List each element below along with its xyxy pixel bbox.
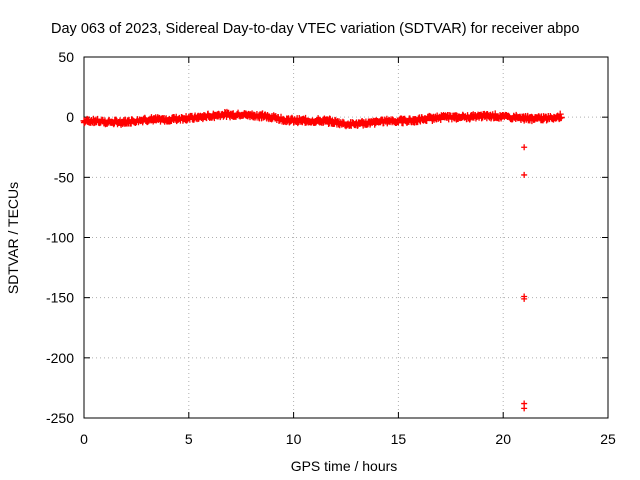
y-tick-label: -100 [46, 230, 74, 246]
y-tick-label: -50 [54, 169, 74, 185]
y-tick-label: 0 [66, 109, 74, 125]
outlier-point [521, 171, 528, 178]
x-tick-label: 0 [80, 431, 88, 447]
y-tick-label: -150 [46, 290, 74, 306]
axis-ticks [83, 56, 609, 419]
data-points [80, 108, 565, 412]
outlier-point [521, 405, 528, 412]
y-axis-label: SDTVAR / TECUs [5, 182, 21, 294]
outlier-point [521, 144, 528, 151]
x-axis-label: GPS time / hours [291, 458, 398, 474]
x-tick-label: 25 [600, 431, 616, 447]
x-tick-label: 15 [391, 431, 407, 447]
chart-title: Day 063 of 2023, Sidereal Day-to-day VTE… [51, 21, 579, 37]
y-tick-label: -200 [46, 350, 74, 366]
x-tick-label: 5 [185, 431, 193, 447]
tick-labels: 0 5 10 15 20 25 50 0 -50 -100 -150 -200 -250 [46, 49, 616, 447]
data-point [557, 114, 565, 122]
x-tick-label: 20 [495, 431, 511, 447]
y-tick-label: 50 [58, 49, 74, 65]
y-tick-label: -250 [46, 410, 74, 426]
outlier-point [521, 295, 528, 302]
x-tick-label: 10 [286, 431, 302, 447]
